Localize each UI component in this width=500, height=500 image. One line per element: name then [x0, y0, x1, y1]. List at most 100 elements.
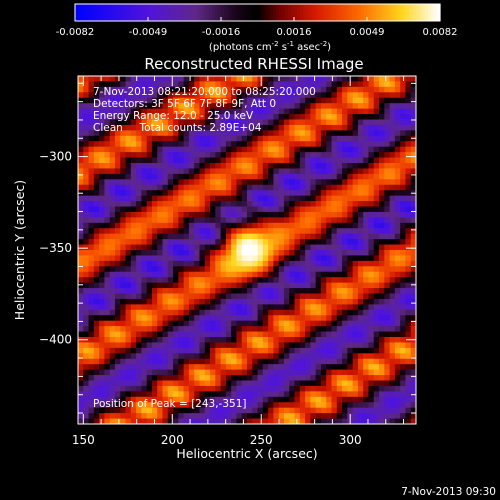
heatmap-cell [310, 418, 317, 425]
heatmap-cell [283, 304, 290, 311]
heatmap-cell [204, 124, 211, 131]
heatmap-cell [262, 407, 269, 414]
heatmap-cell [320, 304, 327, 311]
heatmap-cell [268, 320, 274, 327]
heatmap-cell [384, 146, 391, 153]
heatmap-cell [315, 114, 322, 120]
heatmap-cell [130, 255, 137, 262]
heatmap-cell [151, 353, 158, 360]
heatmap-cell [252, 277, 259, 284]
heatmap-cell [178, 157, 185, 164]
heatmap-cell [231, 239, 237, 246]
heatmap-cell [310, 282, 317, 289]
heatmap-cell [315, 184, 322, 191]
heatmap-cell [220, 309, 227, 316]
heatmap-cell [289, 309, 296, 316]
heatmap-cell [162, 201, 169, 207]
heatmap-cell [278, 347, 285, 354]
heatmap-cell [83, 179, 90, 186]
heatmap-cell [352, 375, 359, 381]
heatmap-cell [199, 86, 206, 93]
heatmap-cell [146, 380, 153, 387]
heatmap-cell [405, 298, 412, 305]
heatmap-cell [130, 337, 137, 343]
heatmap-cell [331, 92, 338, 99]
heatmap-cell [93, 402, 100, 409]
colorbar-cell [196, 4, 201, 21]
heatmap-cell [199, 358, 206, 365]
heatmap-cell [93, 260, 100, 267]
heatmap-cell [231, 288, 237, 294]
heatmap-cell [225, 260, 232, 267]
heatmap-cell [373, 418, 380, 425]
heatmap-cell [268, 380, 274, 387]
heatmap-cell [363, 173, 369, 180]
heatmap-cell [283, 315, 290, 322]
colorbar-cell [397, 4, 402, 21]
heatmap-cell [336, 157, 343, 164]
heatmap-cell [167, 413, 174, 420]
heatmap-cell [178, 271, 185, 278]
heatmap-cell [241, 103, 248, 110]
heatmap-cell [88, 407, 95, 414]
heatmap-cell [136, 369, 142, 376]
heatmap-cell [257, 244, 264, 251]
heatmap-cell [162, 326, 169, 333]
heatmap-cell [368, 266, 375, 273]
heatmap-cell [162, 81, 169, 88]
heatmap-cell [405, 239, 412, 246]
heatmap-cell [178, 92, 185, 99]
heatmap-cell [363, 152, 369, 159]
heatmap-cell [294, 97, 301, 104]
heatmap-cell [331, 298, 338, 305]
heatmap-cell [273, 86, 280, 93]
heatmap-cell [151, 130, 158, 137]
heatmap-cell [262, 228, 269, 235]
heatmap-cell [405, 157, 412, 164]
heatmap-cell [188, 130, 195, 137]
heatmap-cell [320, 124, 327, 131]
heatmap-cell [241, 320, 248, 327]
heatmap-cell [104, 304, 111, 311]
heatmap-cell [299, 271, 306, 278]
heatmap-cell [379, 206, 385, 213]
heatmap-cell [394, 380, 401, 387]
heatmap-cell [252, 168, 259, 175]
heatmap-cell [120, 369, 127, 376]
heatmap-cell [389, 201, 396, 207]
heatmap-cell [326, 114, 332, 120]
heatmap-cell [141, 124, 148, 131]
heatmap-cell [210, 418, 216, 425]
heatmap-cell [167, 157, 174, 164]
heatmap-cell [305, 266, 311, 273]
heatmap-cell [125, 255, 132, 262]
heatmap-cell [88, 326, 95, 333]
heatmap-cell [310, 124, 317, 131]
heatmap-cell [220, 337, 227, 343]
heatmap-cell [93, 124, 100, 131]
heatmap-cell [204, 347, 211, 354]
heatmap-cell [99, 320, 105, 327]
heatmap-cell [326, 260, 332, 267]
heatmap-cell [389, 418, 396, 425]
heatmap-cell [299, 402, 306, 409]
colorbar-cell [370, 4, 374, 21]
heatmap-cell [394, 342, 401, 349]
heatmap-cell [183, 211, 190, 218]
heatmap-cell [331, 407, 338, 414]
heatmap-cell [225, 402, 232, 409]
heatmap-cell [120, 326, 127, 333]
heatmap-cell [199, 233, 206, 240]
heatmap-cell [268, 86, 274, 93]
heatmap-cell [114, 375, 121, 381]
heatmap-cell [141, 103, 148, 110]
heatmap-cell [347, 233, 354, 240]
heatmap-cell [247, 331, 253, 338]
heatmap-cell [283, 309, 290, 316]
colorbar-cell [275, 4, 280, 21]
heatmap-cell [188, 320, 195, 327]
heatmap-cell [78, 211, 84, 218]
heatmap-cell [352, 288, 359, 294]
heatmap-cell [183, 266, 190, 273]
heatmap-cell [368, 309, 375, 316]
